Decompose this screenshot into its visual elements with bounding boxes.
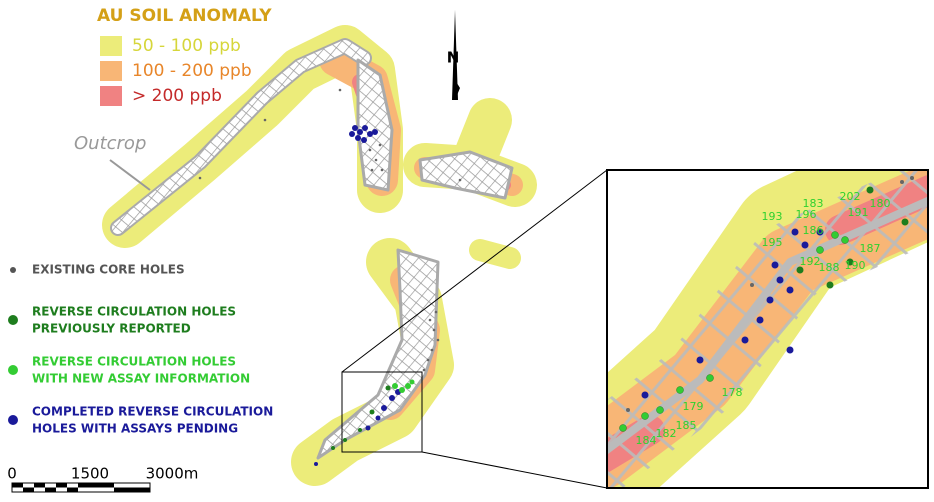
north-label: N [447,49,460,67]
hole-id-label: 179 [683,400,704,413]
legend-swatch [100,36,122,56]
inset-frame [606,169,929,489]
hole-id-label: 192 [800,255,821,268]
hole-id-label: 188 [819,261,840,274]
hole-id-label: 193 [762,210,783,223]
hole-id-label: 184 [636,434,657,447]
outcrop-label: Outcrop [74,133,146,154]
scale-label: 1500 [71,465,109,483]
hole-symbol [8,315,18,325]
hole-legend-label: WITH NEW ASSAY INFORMATION [32,372,250,386]
hole-id-label: 195 [762,236,783,249]
north-arrow: N [447,10,460,100]
legend-swatch [100,61,122,81]
scale-label: 3000m [146,465,199,483]
scale-labels: 0 1500 3000m [7,465,198,483]
hole-id-label: 196 [796,208,817,221]
hole-id-label: 178 [722,386,743,399]
outcrop [110,38,514,460]
legend-label: > 200 ppb [132,86,222,106]
hole-legend-label: COMPLETED REVERSE CIRCULATION [32,405,273,419]
hole-legend-label: PREVIOUSLY REPORTED [32,322,191,336]
hole-legend: EXISTING CORE HOLES REVERSE CIRCULATION H… [8,263,273,436]
hole-id-label: 183 [803,197,824,210]
legend-title: AU SOIL ANOMALY [97,6,272,26]
hole-legend-label: REVERSE CIRCULATION HOLES [32,355,236,369]
hole-id-label: 187 [860,242,881,255]
anomaly-legend: 50 - 100 ppb 100 - 200 ppb > 200 ppb [100,36,252,106]
hole-legend-label: REVERSE CIRCULATION HOLES [32,305,236,319]
hole-id-label: 180 [870,197,891,210]
hole-symbol [10,267,16,273]
hole-id-label: 190 [845,259,866,272]
inset-connector [341,169,608,489]
legend-label: 50 - 100 ppb [132,36,241,56]
scale-bar [11,482,151,493]
hole-legend-label: EXISTING CORE HOLES [32,263,185,277]
hole-id-label: 182 [656,427,677,440]
hole-legend-label: HOLES WITH ASSAYS PENDING [32,422,238,436]
hole-symbol [8,415,18,425]
hole-id-label: 191 [848,206,869,219]
legend-swatch [100,86,122,106]
scale-label: 0 [7,465,17,483]
hole-id-label: 186 [803,224,824,237]
hole-id-label: 185 [676,419,697,432]
anomaly-zones [102,25,537,486]
legend-label: 100 - 200 ppb [132,61,252,81]
outcrop-leader [109,159,151,191]
hole-symbol [8,365,18,375]
drill-holes [198,88,462,466]
hole-id-label: 202 [840,190,861,203]
